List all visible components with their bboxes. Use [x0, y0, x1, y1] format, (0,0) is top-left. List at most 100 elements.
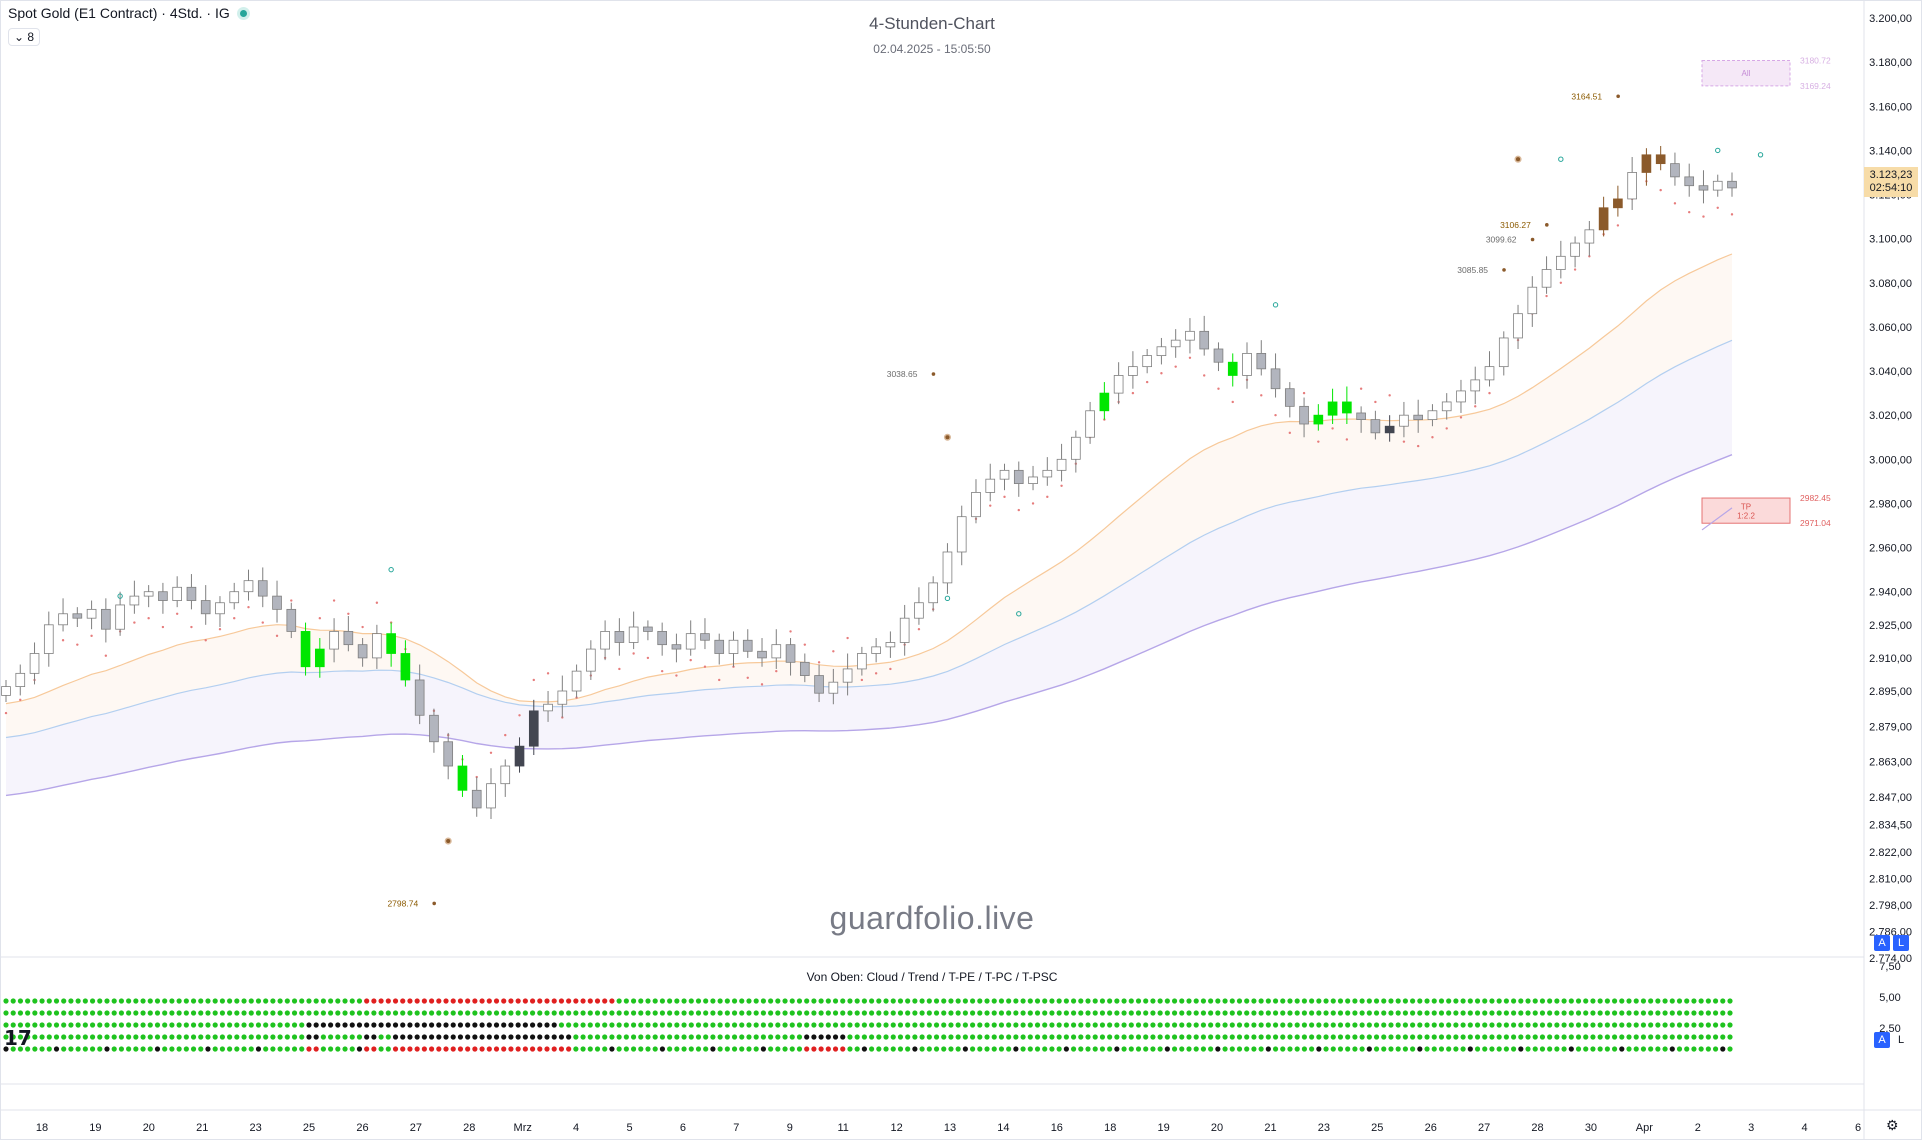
osc-auto-scale-button[interactable]: A — [1874, 1032, 1890, 1048]
oscillator-dot — [1135, 1034, 1142, 1040]
oscillator-dot — [969, 1010, 976, 1016]
oscillator-dot — [335, 1010, 341, 1016]
oscillator-axis: 7,505,002,50 — [1879, 961, 1900, 1035]
oscillator-dot — [1727, 1022, 1733, 1028]
oscillator-dot — [919, 998, 925, 1004]
oscillator-dot — [1121, 1022, 1127, 1028]
oscillator-dot — [587, 1010, 593, 1016]
oscillator-dot — [248, 998, 254, 1004]
oscillator-dot — [1655, 1034, 1661, 1040]
oscillator-dot — [1063, 1022, 1069, 1028]
oscillator-dot — [1193, 1046, 1199, 1052]
oscillator-dot — [392, 1010, 399, 1016]
oscillator-dot — [1056, 1022, 1062, 1028]
oscillator-dot — [1236, 998, 1243, 1004]
oscillator-dot — [1388, 1022, 1394, 1028]
indicator-toggle-button[interactable]: ⌄ 8 — [8, 28, 41, 46]
chart-title: 4-Stunden-Chart — [869, 14, 995, 33]
oscillator-dot — [320, 1010, 326, 1016]
oscillator-dot — [89, 1010, 96, 1016]
oscillator-dot — [501, 1010, 507, 1016]
oscillator-dot — [1381, 998, 1387, 1004]
oscillator-dot — [1554, 1022, 1560, 1028]
candle-body — [728, 639, 739, 654]
trail-dot — [76, 643, 79, 646]
oscillator-dot — [364, 998, 370, 1004]
oscillator-dot — [140, 1022, 146, 1028]
oscillator-dot — [104, 998, 110, 1004]
candle-body — [1242, 352, 1252, 376]
tradingview-logo[interactable]: 17 — [4, 1026, 32, 1050]
oscillator-dot — [277, 1022, 283, 1028]
oscillator-dot — [1020, 1022, 1026, 1028]
oscillator-dot — [255, 1046, 262, 1052]
candle-body — [257, 580, 268, 597]
oscillator-dot — [869, 998, 875, 1004]
oscillator-dot — [1070, 998, 1077, 1004]
oscillator-dot — [1547, 1034, 1553, 1040]
log-scale-button[interactable]: L — [1893, 935, 1909, 951]
auto-scale-button[interactable]: A — [1874, 935, 1890, 951]
oscillator-dot — [472, 998, 478, 1004]
oscillator-dot — [1193, 1034, 1199, 1040]
oscillator-dot — [1626, 1010, 1632, 1016]
oscillator-dot — [854, 1046, 860, 1052]
oscillator-dot — [1128, 1046, 1134, 1052]
price-axis[interactable]: 3.200,003.180,003.160,003.140,003.120,00… — [1869, 13, 1912, 965]
oscillator-dot — [104, 1022, 110, 1028]
candle-body — [671, 644, 682, 650]
oscillator-dot — [241, 1046, 247, 1052]
osc-log-scale-button[interactable]: L — [1893, 1032, 1909, 1048]
oscillator-dot — [1013, 1010, 1019, 1016]
oscillator-dot — [1611, 1034, 1618, 1040]
oscillator-dot — [1143, 998, 1149, 1004]
symbol-title[interactable]: Spot Gold (E1 Contract) · 4Std. · IG — [8, 5, 230, 21]
oscillator-dot — [1157, 1022, 1163, 1028]
candle-body — [1441, 401, 1452, 412]
market-open-icon — [239, 9, 247, 17]
time-axis[interactable]: 18 19 20 21 23 25 26 27 28 Mrz 4 5 6 7 9 11 12 13 14 16 18 19… — [36, 1122, 1861, 1134]
settings-gear-icon[interactable]: ⚙ — [1886, 1117, 1899, 1133]
oscillator-dot — [1114, 998, 1120, 1004]
oscillator-dot — [1049, 1010, 1055, 1016]
oscillator-dot — [948, 998, 954, 1004]
oscillator-dot — [501, 1034, 507, 1040]
oscillator-dot — [1590, 1022, 1596, 1028]
candle-body — [1113, 375, 1124, 394]
oscillator-dot — [1258, 1046, 1264, 1052]
oscillator-dot — [1345, 1034, 1351, 1040]
oscillator-dot — [385, 998, 391, 1004]
oscillator-dot — [630, 998, 637, 1004]
oscillator-dot — [1460, 1010, 1466, 1016]
candle-body — [215, 602, 225, 615]
symbol-header[interactable]: Spot Gold (E1 Contract) · 4Std. · IG — [8, 5, 247, 21]
oscillator-dot — [328, 1010, 334, 1016]
oscillator-dot — [818, 998, 824, 1004]
oscillator-dot — [1006, 1034, 1012, 1040]
oscillator-dot — [1215, 1034, 1221, 1040]
oscillator-dot — [68, 1010, 74, 1016]
price-tick-label: 3.060,00 — [1869, 322, 1912, 334]
trail-dot — [161, 625, 165, 629]
trail-dot — [646, 656, 650, 660]
oscillator-dot — [594, 1010, 601, 1016]
oscillator-dot — [1633, 998, 1639, 1004]
oscillator-dot — [479, 1046, 485, 1052]
oscillator-dot — [789, 998, 795, 1004]
oscillator-dot — [1316, 1034, 1322, 1040]
oscillator-dot — [1157, 1010, 1163, 1016]
oscillator-dot — [703, 1046, 709, 1052]
oscillator-dot — [97, 1010, 103, 1016]
oscillator-dot — [1554, 1046, 1560, 1052]
candle-body — [956, 516, 967, 553]
signal-circle — [1757, 152, 1764, 158]
oscillator-dot — [573, 998, 579, 1004]
oscillator-dot — [32, 1046, 38, 1052]
oscillator-dot — [1013, 1022, 1019, 1028]
oscillator-dot — [263, 998, 269, 1004]
oscillator-dot — [652, 998, 658, 1004]
oscillator-dot — [1150, 1046, 1156, 1052]
oscillator-dot — [710, 998, 716, 1004]
oscillator-dot — [955, 1022, 961, 1028]
